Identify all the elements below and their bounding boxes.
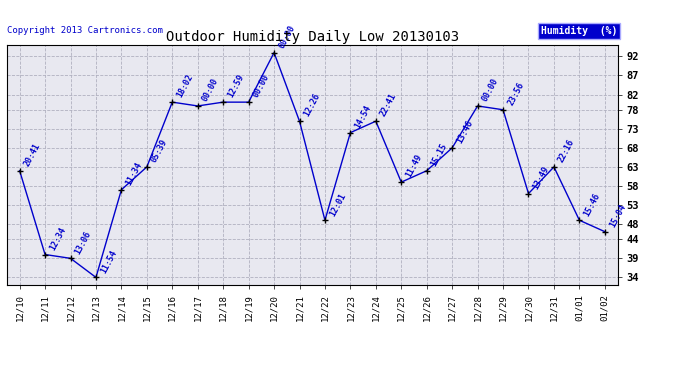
- Text: 12:59: 12:59: [226, 73, 246, 99]
- Text: 15:46: 15:46: [582, 191, 602, 217]
- Text: 13:06: 13:06: [73, 229, 93, 255]
- Text: 12:34: 12:34: [48, 225, 68, 252]
- Text: 12:01: 12:01: [328, 191, 347, 217]
- Text: 11:54: 11:54: [99, 248, 119, 274]
- Text: 15:15: 15:15: [429, 142, 449, 168]
- Text: 22:16: 22:16: [557, 138, 576, 164]
- Title: Outdoor Humidity Daily Low 20130103: Outdoor Humidity Daily Low 20130103: [166, 30, 459, 44]
- Text: 20:41: 20:41: [22, 142, 42, 168]
- Text: 00:00: 00:00: [251, 73, 271, 99]
- Text: 13:46: 13:46: [455, 119, 475, 145]
- Text: 22:41: 22:41: [379, 92, 398, 118]
- Text: Humidity  (%): Humidity (%): [541, 26, 618, 36]
- Text: 00:00: 00:00: [201, 77, 220, 103]
- Text: 05:39: 05:39: [150, 138, 169, 164]
- Text: 00:00: 00:00: [480, 77, 500, 103]
- Text: 00:00: 00:00: [277, 24, 297, 50]
- Text: Copyright 2013 Cartronics.com: Copyright 2013 Cartronics.com: [7, 26, 163, 35]
- Text: 12:26: 12:26: [302, 92, 322, 118]
- Text: 11:49: 11:49: [404, 153, 424, 179]
- Text: 11:34: 11:34: [124, 160, 144, 187]
- Text: 13:49: 13:49: [531, 165, 551, 191]
- Text: 14:54: 14:54: [353, 104, 373, 130]
- Text: 18:02: 18:02: [175, 73, 195, 99]
- Text: 23:56: 23:56: [506, 81, 526, 107]
- Text: 15:04: 15:04: [608, 202, 627, 229]
